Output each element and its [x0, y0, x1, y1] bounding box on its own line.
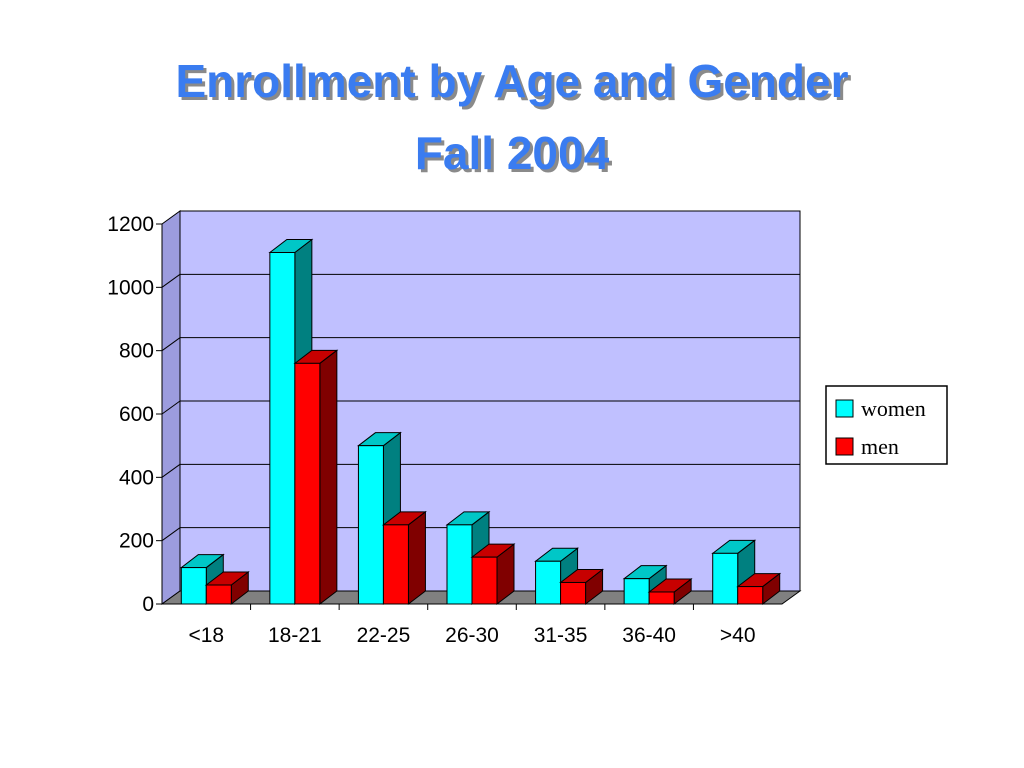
bar-women [446, 524, 473, 605]
bar-side-men [319, 349, 338, 606]
bar-men [205, 584, 232, 605]
gridline-side [161, 337, 181, 352]
chart-title-line2: Fall 2004 [414, 127, 610, 179]
bar-women [357, 445, 384, 605]
bar-men [648, 591, 675, 605]
x-tick-label: 26-30 [445, 624, 499, 647]
y-tick-label: 1000 [107, 276, 154, 299]
x-tick-label: 18-21 [268, 624, 322, 647]
y-tick-label: 1200 [107, 213, 154, 236]
chart-title-line1: Enrollment by Age and Gender [175, 55, 849, 107]
gridline-side [161, 527, 181, 542]
x-tick-label: 22-25 [357, 624, 411, 647]
bar-side-men [407, 510, 426, 606]
bar-men [294, 362, 321, 605]
y-tick-label: 400 [119, 466, 154, 489]
bar-women [712, 552, 739, 605]
y-tick-label: 600 [119, 403, 154, 426]
legend-swatch-women [835, 399, 854, 418]
x-tick-label: 36-40 [622, 624, 676, 647]
x-tick-label: <18 [188, 624, 224, 647]
gridline-side [161, 400, 181, 415]
y-tick-label: 200 [119, 530, 154, 553]
bar-women [535, 560, 562, 605]
bar-men [737, 586, 764, 605]
bar-women [180, 567, 207, 605]
legend-swatch-men [835, 437, 854, 456]
bar-men [560, 581, 587, 605]
legend-label-men: men [861, 434, 899, 459]
x-tick-label: >40 [720, 624, 756, 647]
y-tick-label: 0 [142, 593, 154, 616]
gridline-side [161, 273, 181, 288]
y-tick-label: 800 [119, 340, 154, 363]
legend-label-women: women [861, 396, 926, 421]
gridline-side [161, 463, 181, 478]
bar-men [471, 556, 498, 605]
bar-men [382, 524, 409, 605]
x-tick-label: 31-35 [534, 624, 588, 647]
bar-women [269, 252, 296, 605]
bar-women [623, 578, 650, 605]
